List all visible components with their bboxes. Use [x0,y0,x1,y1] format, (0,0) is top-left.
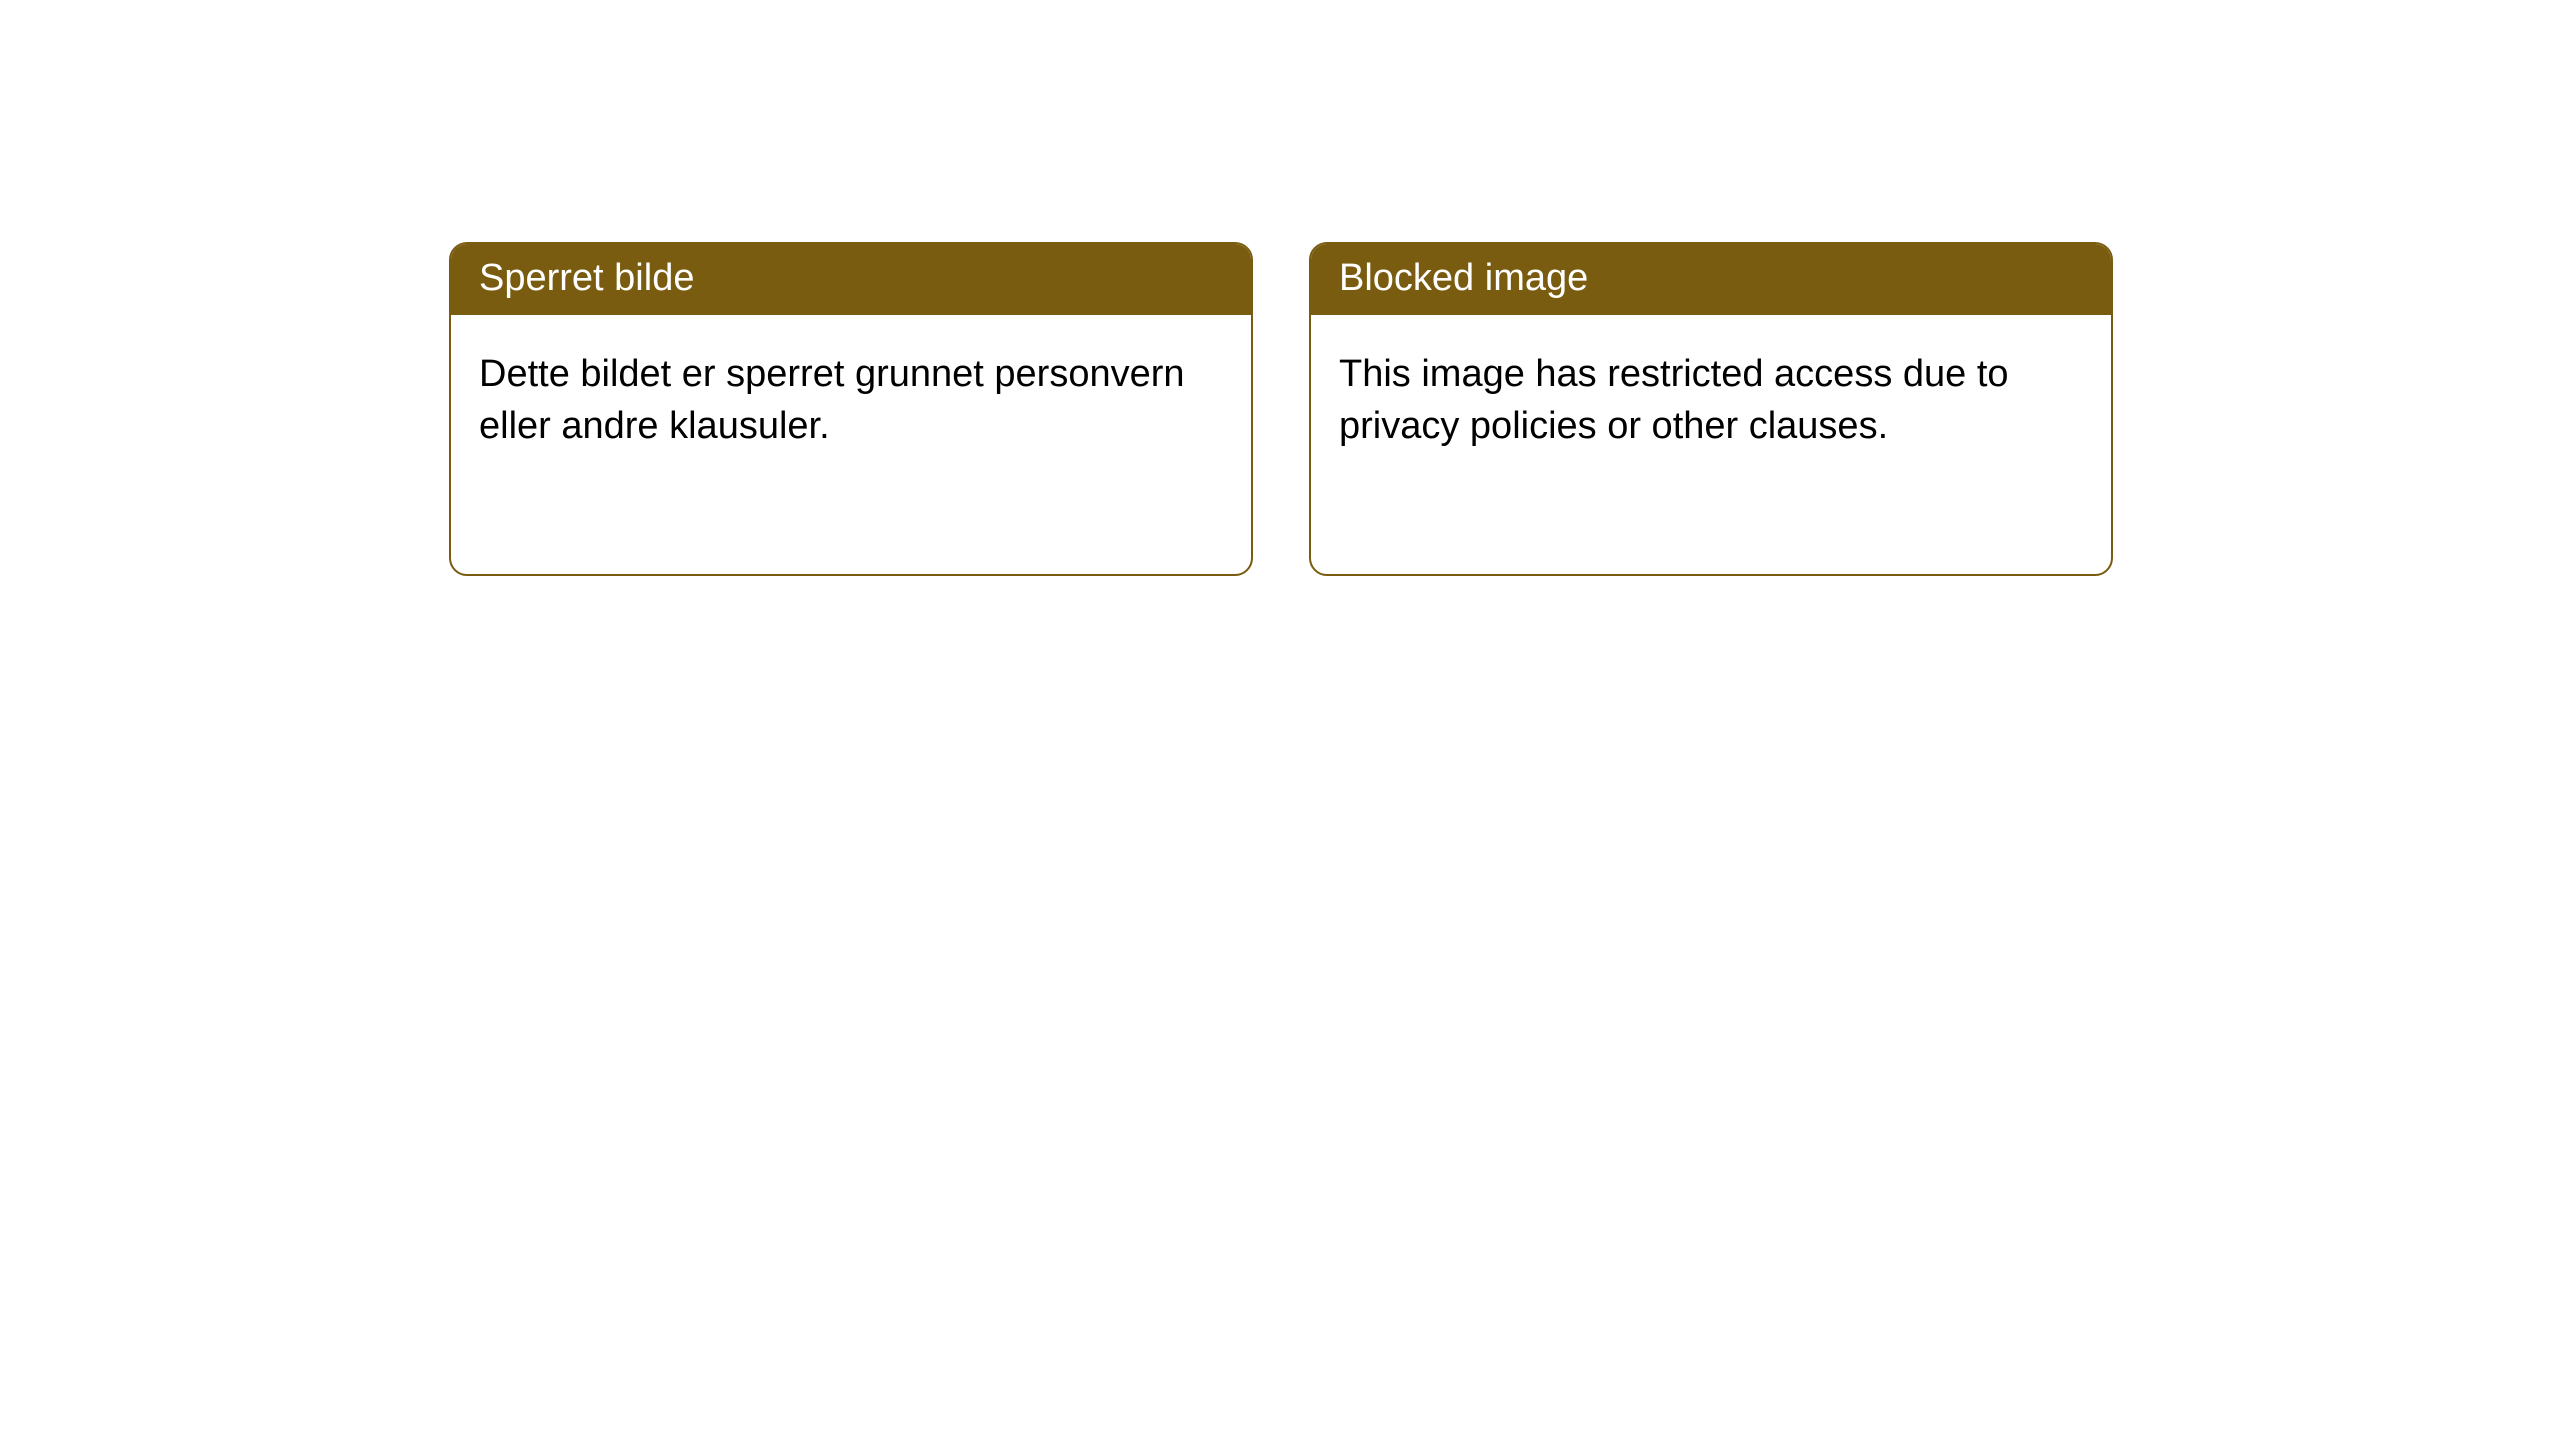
notice-header: Sperret bilde [451,244,1251,315]
notice-body: Dette bildet er sperret grunnet personve… [451,315,1251,486]
notice-container: Sperret bilde Dette bildet er sperret gr… [0,0,2560,576]
notice-header: Blocked image [1311,244,2111,315]
notice-box-norwegian: Sperret bilde Dette bildet er sperret gr… [449,242,1253,576]
notice-box-english: Blocked image This image has restricted … [1309,242,2113,576]
notice-body: This image has restricted access due to … [1311,315,2111,486]
